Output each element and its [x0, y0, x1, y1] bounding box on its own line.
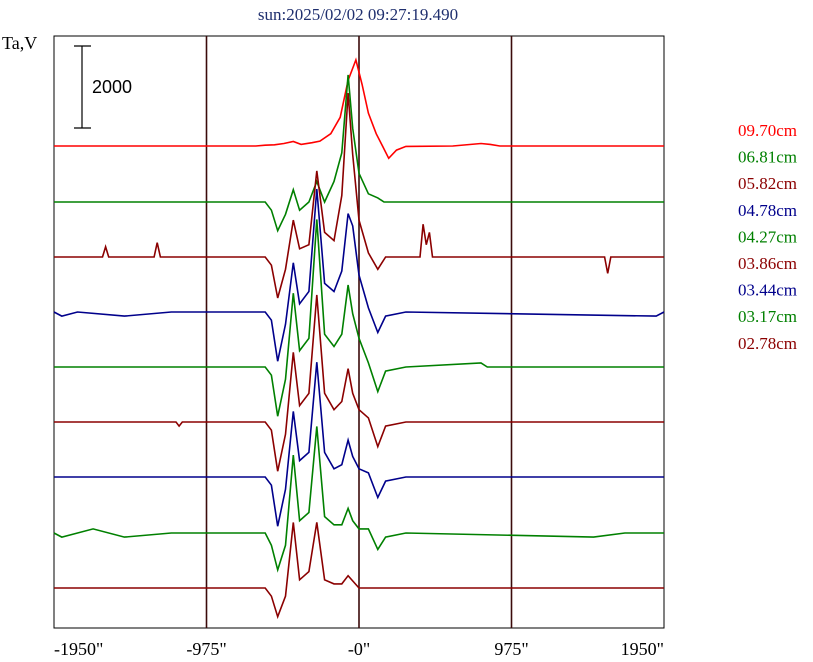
legend-entry-04.27cm: 04.27cm [738, 227, 797, 246]
x-tick-label-4: 1950" [621, 639, 664, 659]
series-line-03.17cm [53, 426, 664, 573]
legend-entry-05.82cm: 05.82cm [738, 174, 797, 193]
legend-entry-02.78cm: 02.78cm [738, 334, 797, 353]
y-axis-label: Ta,V [2, 33, 37, 53]
series-line-04.27cm [54, 219, 664, 417]
series-line-04.78cm [53, 188, 665, 362]
scale-bar: 2000 [74, 45, 132, 129]
x-tick-label-1: -975" [186, 639, 226, 659]
scale-bar-label: 2000 [92, 77, 132, 97]
x-tick-label-3: 975" [494, 639, 528, 659]
legend-entry-03.17cm: 03.17cm [738, 307, 797, 326]
series-line-09.70cm [54, 57, 664, 160]
chart-title: sun:2025/02/02 09:27:19.490 [258, 5, 458, 24]
series-line-06.81cm [54, 74, 664, 233]
series-line-03.44cm [54, 362, 664, 527]
series-line-03.86cm [54, 294, 664, 472]
legend-entry-03.44cm: 03.44cm [738, 281, 797, 300]
legend-entry-06.81cm: 06.81cm [738, 148, 797, 167]
legend-entry-03.86cm: 03.86cm [738, 254, 797, 273]
series-line-02.78cm [54, 522, 664, 620]
series-line-05.82cm [54, 92, 664, 299]
x-tick-label-2: -0" [348, 639, 370, 659]
legend-entry-09.70cm: 09.70cm [738, 121, 797, 140]
x-tick-label-0: -1950" [54, 639, 103, 659]
legend-entry-04.78cm: 04.78cm [738, 201, 797, 220]
